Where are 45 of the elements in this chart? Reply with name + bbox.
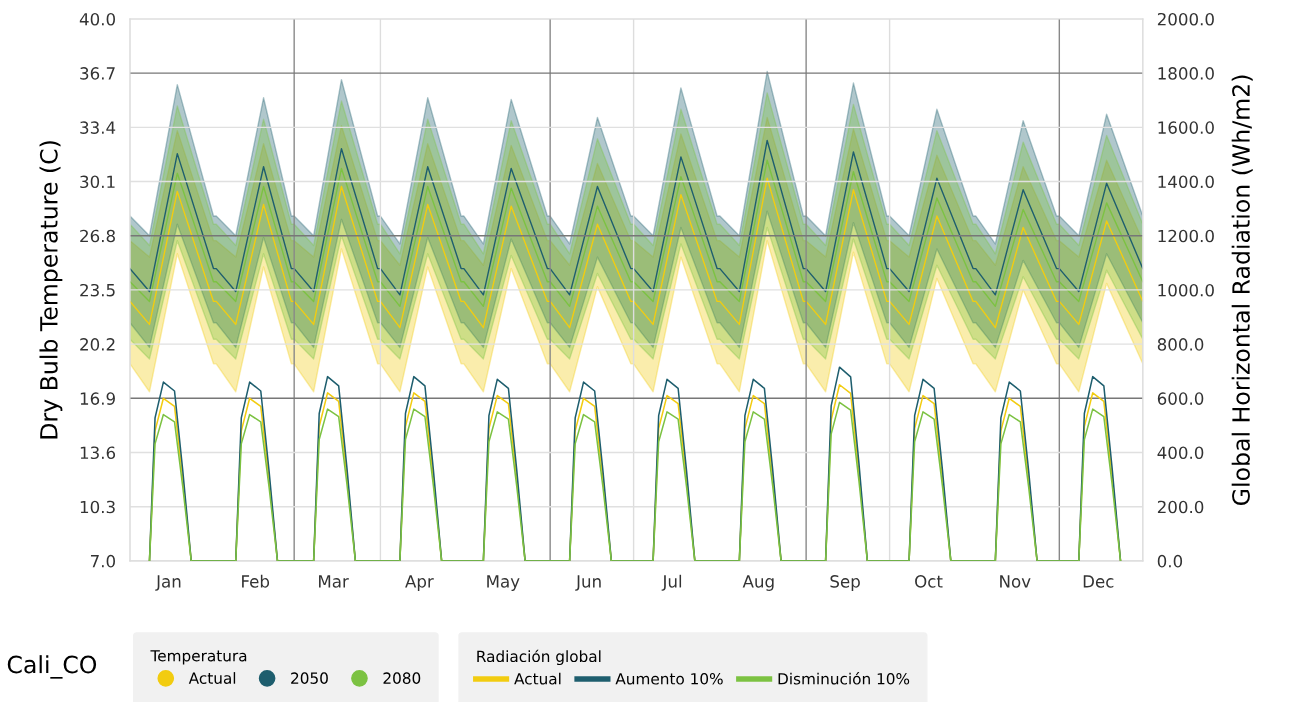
y-tick-label: 13.6: [80, 446, 116, 460]
x-tick-label: May: [487, 575, 520, 591]
y2-tick-label: 0.0: [1157, 554, 1183, 568]
y-tick-label: 10.3: [80, 500, 115, 514]
y-tick-label: 33.4: [80, 121, 116, 134]
y2-tick-label: 600.0: [1157, 392, 1204, 405]
y2-tick-label: 1200.0: [1158, 229, 1214, 243]
x-tick-label: Jan: [155, 575, 181, 591]
y2-tick-label: 1600.0: [1158, 121, 1214, 134]
y2-tick-label: 2000.0: [1157, 12, 1214, 26]
y-axis-title: Dry Bulb Temperature (C): [39, 141, 63, 439]
legend-label: Aumento 10%: [615, 672, 723, 685]
x-tick-label: Aug: [742, 575, 774, 591]
x-tick-label: Feb: [242, 574, 270, 588]
y-tick-label: 36.7: [80, 67, 115, 80]
legend-label: Actual: [188, 672, 236, 684]
x-tick-label: Dec: [1083, 575, 1114, 588]
y2-tick-label: 400.0: [1157, 446, 1204, 460]
x-tick-label: Sep: [830, 575, 860, 591]
text: Temperatura: [150, 650, 247, 665]
y2-tick-label: 1800.0: [1158, 67, 1214, 80]
legend-label: Disminución 10%: [778, 672, 910, 685]
y-tick-label: 7.0: [90, 554, 116, 568]
legend-label: Actual: [514, 672, 561, 685]
y-tick-label: 20.2: [80, 338, 115, 351]
y-tick-label: 23.5: [80, 283, 115, 297]
legend-label: 2080: [383, 672, 421, 684]
y2-tick-label: 1000.0: [1158, 283, 1214, 297]
x-tick-label: Jun: [575, 575, 601, 591]
y2-tick-label: 800.0: [1157, 338, 1204, 351]
x-tick-label: Oct: [915, 575, 943, 588]
x-tick-label: Jul: [661, 574, 682, 591]
text: Radiación global: [477, 649, 601, 666]
y2-tick-label: 200.0: [1157, 500, 1204, 514]
y-tick-label: 30.1: [80, 175, 115, 189]
text: Cali_CO: [7, 655, 97, 679]
x-tick-label: Nov: [1000, 575, 1031, 588]
y2-axis-title: Global Horizontal Radiation (Wh/m2): [1231, 75, 1253, 505]
y-tick-label: 16.9: [80, 392, 115, 405]
y-tick-label: 40.0: [79, 12, 116, 26]
y2-tick-label: 1400.0: [1158, 175, 1214, 189]
x-tick-label: Mar: [319, 575, 349, 588]
legend-label: 2050: [291, 672, 328, 684]
x-tick-label: Apr: [405, 575, 434, 591]
y-tick-label: 26.8: [80, 229, 115, 243]
